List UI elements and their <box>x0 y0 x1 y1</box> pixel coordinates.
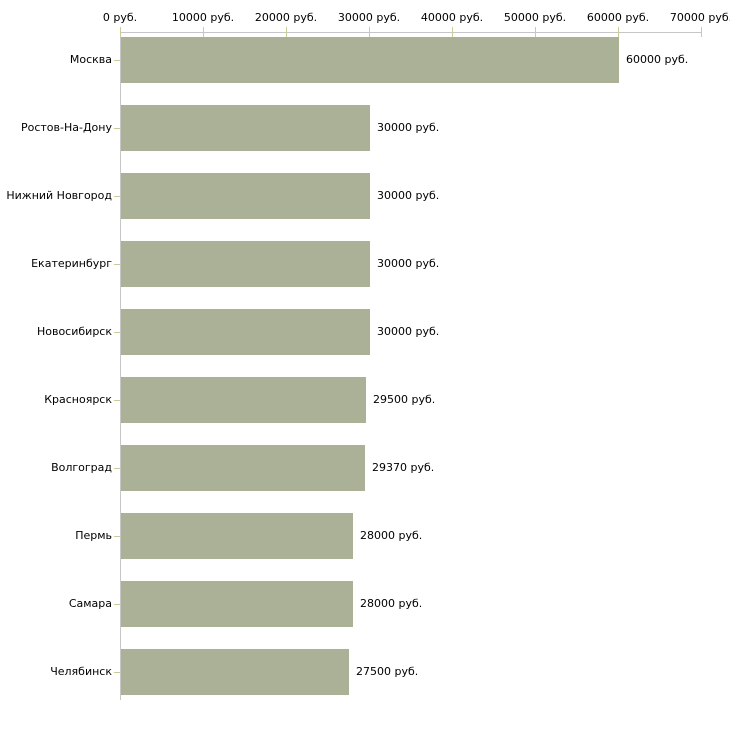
bar-value-label: 30000 руб. <box>377 121 440 134</box>
x-axis-tick <box>120 27 121 37</box>
x-axis-tick-label: 10000 руб. <box>171 11 235 24</box>
x-axis-tick <box>618 27 619 37</box>
x-axis-tick-label: 20000 руб. <box>254 11 318 24</box>
x-axis-tick-label: 70000 руб. <box>669 11 730 24</box>
bar <box>121 241 370 287</box>
y-axis-category-label: Екатеринбург <box>31 257 112 270</box>
x-axis-line <box>120 32 702 33</box>
y-axis-category-label: Пермь <box>75 529 112 542</box>
y-axis-category-tick <box>114 672 120 673</box>
y-axis-category-label: Москва <box>69 53 112 66</box>
bar-value-label: 30000 руб. <box>377 325 440 338</box>
bar <box>121 37 619 83</box>
y-axis-line <box>120 32 121 700</box>
bar <box>121 581 353 627</box>
bar <box>121 445 365 491</box>
y-axis-category-label: Волгоград <box>51 461 112 474</box>
x-axis-tick-label: 60000 руб. <box>586 11 650 24</box>
x-axis-tick <box>535 27 536 37</box>
y-axis-category-label: Челябинск <box>50 665 112 678</box>
x-axis-tick-label: 40000 руб. <box>420 11 484 24</box>
x-axis-tick-label: 50000 руб. <box>503 11 567 24</box>
y-axis-category-tick <box>114 196 120 197</box>
bar-value-label: 60000 руб. <box>626 53 689 66</box>
x-axis-tick-label: 30000 руб. <box>337 11 401 24</box>
bar-value-label: 30000 руб. <box>377 257 440 270</box>
x-axis-tick <box>452 27 453 37</box>
y-axis-category-tick <box>114 60 120 61</box>
y-axis-category-tick <box>114 468 120 469</box>
y-axis-category-tick <box>114 264 120 265</box>
y-axis-category-label: Новосибирск <box>36 325 112 338</box>
bar-value-label: 29370 руб. <box>372 461 435 474</box>
x-axis-tick <box>286 27 287 37</box>
bar-value-label: 30000 руб. <box>377 189 440 202</box>
bar <box>121 173 370 219</box>
bar <box>121 649 349 695</box>
x-axis-tick <box>369 27 370 37</box>
bar <box>121 377 366 423</box>
y-axis-category-tick <box>114 332 120 333</box>
bar-value-label: 28000 руб. <box>360 529 423 542</box>
y-axis-category-tick <box>114 604 120 605</box>
bar-value-label: 29500 руб. <box>373 393 436 406</box>
y-axis-category-label: Красноярск <box>44 393 112 406</box>
bar-value-label: 27500 руб. <box>356 665 419 678</box>
x-axis-tick-label: 0 руб. <box>102 11 138 24</box>
bar <box>121 105 370 151</box>
y-axis-category-tick <box>114 128 120 129</box>
y-axis-category-label: Ростов-На-Дону <box>20 121 112 134</box>
y-axis-category-label: Нижний Новгород <box>6 189 112 202</box>
y-axis-category-tick <box>114 536 120 537</box>
y-axis-category-tick <box>114 400 120 401</box>
y-axis-category-label: Самара <box>68 597 112 610</box>
bar <box>121 309 370 355</box>
bar-value-label: 28000 руб. <box>360 597 423 610</box>
x-axis-tick <box>701 27 702 37</box>
bar <box>121 513 353 559</box>
x-axis-tick <box>203 27 204 37</box>
